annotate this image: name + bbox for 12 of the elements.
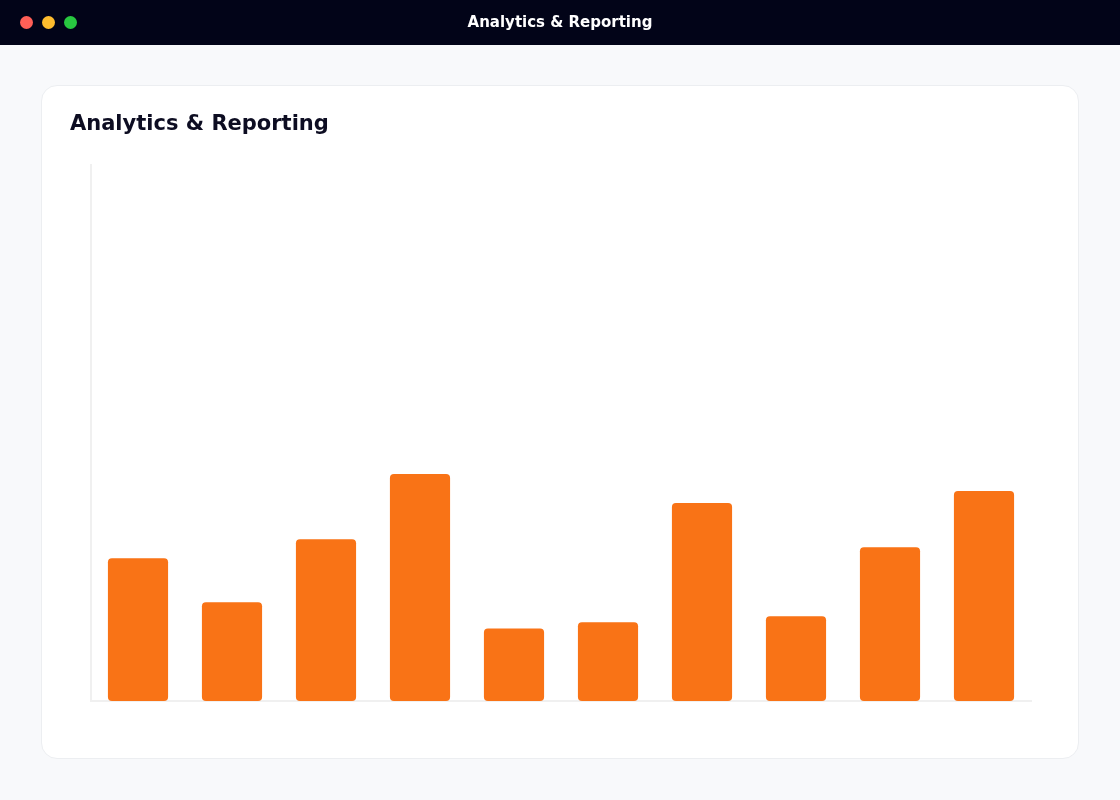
bar [295,539,357,701]
bar [389,474,451,701]
bar [765,616,827,701]
bar [201,602,263,701]
bar [483,628,545,701]
bar [953,491,1015,701]
bar [107,558,169,701]
bar [577,622,639,701]
chart-title: Analytics & Reporting [467,13,653,31]
chart-title: Analytics & Reporting [70,110,329,137]
bar [671,503,733,701]
bar [859,547,921,701]
